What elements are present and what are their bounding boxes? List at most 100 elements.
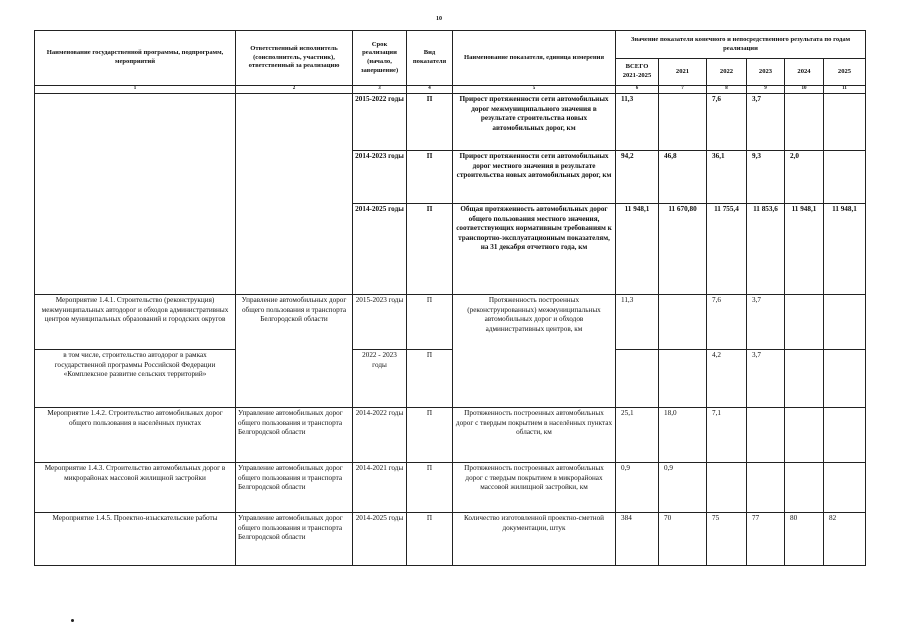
period-cell: 2015-2022 годы bbox=[352, 93, 407, 151]
table-row: Мероприятие 1.4.2. Строительство автомоб… bbox=[34, 407, 867, 463]
table-row: 2014-2023 годы П Прирост протяженности сет… bbox=[35, 150, 867, 204]
year-value-cell bbox=[784, 462, 824, 513]
header-year: 2024 bbox=[784, 58, 824, 86]
total-value-cell: 384 bbox=[615, 512, 659, 566]
total-value-cell: 25,1 bbox=[615, 407, 659, 463]
year-value-cell bbox=[784, 294, 824, 350]
year-value-cell: 11 948,1 bbox=[822, 203, 867, 295]
year-value-cell: 70 bbox=[658, 512, 707, 566]
column-number: 2 bbox=[235, 85, 353, 94]
header-period: Срок реализации (начало, завершение) bbox=[352, 30, 407, 86]
year-value-cell: 82 bbox=[822, 512, 867, 566]
executor-cell: Управление автомобильных дорог общего по… bbox=[235, 512, 353, 566]
year-value-cell: 36,1 bbox=[706, 150, 747, 204]
total-value-cell: 94,2 bbox=[615, 150, 659, 204]
year-value-cell: 7,6 bbox=[706, 93, 747, 151]
header-program-name: Наименование государственной программы, … bbox=[34, 30, 236, 86]
year-value-cell bbox=[784, 407, 824, 463]
executor-cell: Управление автомобильных дорог общего по… bbox=[235, 407, 353, 463]
program-name-cell bbox=[34, 93, 236, 295]
column-number: 1 bbox=[34, 85, 236, 94]
header-total: ВСЕГО 2021-2025 bbox=[615, 58, 659, 86]
indicator-name-cell: Протяженность построенных автомобильных … bbox=[452, 407, 616, 463]
year-value-cell: 4,2 bbox=[706, 349, 747, 408]
year-value-cell: 77 bbox=[746, 512, 785, 566]
executor-cell: Управление автомобильных дорог общего по… bbox=[235, 462, 353, 513]
indicator-type-cell: П bbox=[406, 349, 453, 408]
year-value-cell: 9,3 bbox=[746, 150, 785, 204]
indicator-name-cell: Количество изготовленной проектно-сметно… bbox=[452, 512, 616, 566]
year-value-cell: 11 948,1 bbox=[784, 203, 824, 295]
header-year: 2023 bbox=[746, 58, 785, 86]
period-cell: 2014-2025 годы bbox=[352, 512, 407, 566]
period-cell: 2022 - 2023 годы bbox=[352, 349, 407, 408]
executor-cell: Управление автомобильных дорог общего по… bbox=[235, 294, 353, 408]
indicator-name-cell: Прирост протяженности сети автомобильных… bbox=[452, 150, 616, 204]
year-value-cell: 80 bbox=[784, 512, 824, 566]
year-value-cell: 7,6 bbox=[706, 294, 747, 350]
header-indicator-type: Вид показателя bbox=[406, 30, 453, 86]
program-name-cell: Мероприятие 1.4.1. Строительство (реконс… bbox=[34, 294, 236, 350]
period-cell: 2014-2021 годы bbox=[352, 462, 407, 513]
year-value-cell: 18,0 bbox=[658, 407, 707, 463]
column-number: 10 bbox=[784, 85, 824, 94]
column-number: 6 bbox=[615, 85, 659, 94]
header-year: 2022 bbox=[706, 58, 747, 86]
indicator-type-cell: П bbox=[406, 203, 453, 295]
year-value-cell: 7,1 bbox=[706, 407, 747, 463]
year-value-cell bbox=[784, 349, 824, 408]
executor-cell bbox=[235, 93, 353, 295]
program-name-cell: Мероприятие 1.4.3. Строительство автомоб… bbox=[34, 462, 236, 513]
total-value-cell: 0,9 bbox=[615, 462, 659, 513]
year-value-cell bbox=[822, 349, 867, 408]
year-value-cell bbox=[658, 93, 707, 151]
year-value-cell: 3,7 bbox=[746, 294, 785, 350]
column-number: 4 bbox=[406, 85, 453, 94]
column-number: 11 bbox=[822, 85, 867, 94]
column-number: 8 bbox=[706, 85, 747, 94]
indicator-type-cell: П bbox=[406, 462, 453, 513]
year-value-cell bbox=[658, 349, 707, 408]
indicator-type-cell: П bbox=[406, 407, 453, 463]
indicator-type-cell: П bbox=[406, 294, 453, 350]
indicator-name-cell: Общая протяженность автомобильных дорог … bbox=[452, 203, 616, 295]
year-value-cell bbox=[784, 93, 824, 151]
year-value-cell bbox=[746, 407, 785, 463]
indicators-table: Наименование государственной программы, … bbox=[34, 30, 867, 566]
indicator-type-cell: П bbox=[406, 93, 453, 151]
table-row: Мероприятие 1.4.5. Проектно-изыскательск… bbox=[34, 512, 867, 566]
total-value-cell bbox=[615, 349, 659, 408]
period-cell: 2015-2023 годы bbox=[352, 294, 407, 350]
total-value-cell: 11,3 bbox=[615, 294, 659, 350]
year-value-cell bbox=[822, 294, 867, 350]
year-value-cell bbox=[746, 462, 785, 513]
header-values-group: Значение показателя конечного и непосред… bbox=[614, 30, 867, 59]
year-value-cell: 75 bbox=[706, 512, 747, 566]
header-year: 2025 bbox=[822, 58, 867, 86]
year-value-cell: 3,7 bbox=[746, 93, 785, 151]
program-name-cell: Мероприятие 1.4.2. Строительство автомоб… bbox=[34, 407, 236, 463]
indicator-type-cell: П bbox=[406, 512, 453, 566]
year-value-cell bbox=[822, 407, 867, 463]
program-name-cell: в том числе, строительство автодорог в р… bbox=[34, 349, 236, 408]
column-number: 9 bbox=[746, 85, 785, 94]
year-value-cell: 2,0 bbox=[784, 150, 824, 204]
year-value-cell: 11 670,80 bbox=[658, 203, 707, 295]
column-number: 3 bbox=[352, 85, 407, 94]
column-number: 5 bbox=[452, 85, 616, 94]
table-row: 2015-2022 годы П Прирост протяженности сет… bbox=[34, 93, 867, 295]
column-number: 7 bbox=[658, 85, 707, 94]
year-value-cell: 46,8 bbox=[658, 150, 707, 204]
year-value-cell bbox=[706, 462, 747, 513]
program-name-cell: Мероприятие 1.4.5. Проектно-изыскательск… bbox=[34, 512, 236, 566]
indicator-type-cell: П bbox=[406, 150, 453, 204]
table-row: Мероприятие 1.4.3. Строительство автомоб… bbox=[34, 462, 867, 513]
table-row: в том числе, строительство автодорог в р… bbox=[34, 349, 867, 408]
year-value-cell: 3,7 bbox=[746, 349, 785, 408]
period-cell: 2014-2025 годы bbox=[352, 203, 407, 295]
year-value-cell: 11 755,4 bbox=[706, 203, 747, 295]
year-value-cell bbox=[822, 150, 867, 204]
header-indicator-name: Наименование показателя, единица измерен… bbox=[452, 30, 616, 86]
table-row: 2014-2025 годы П Общая протяженность автом… bbox=[35, 203, 867, 295]
scan-speck bbox=[71, 619, 74, 622]
